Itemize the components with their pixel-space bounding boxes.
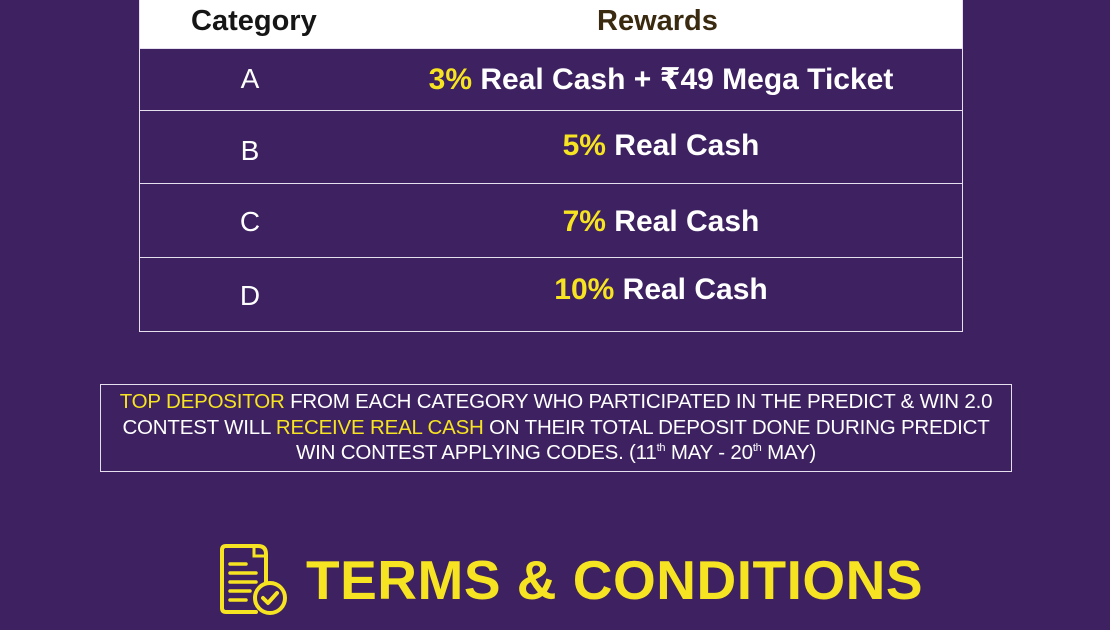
terms-heading: TERMS & CONDITIONS [216, 540, 936, 616]
row-reward: 10% Real Cash [360, 273, 962, 307]
notice-box: TOP DEPOSITOR FROM EACH CATEGORY WHO PAR… [100, 384, 1012, 472]
document-check-icon [216, 542, 290, 616]
row-category: A [240, 63, 260, 94]
table-row: B 5% Real Cash [140, 110, 962, 183]
notice-text: MAY - 20 [665, 441, 753, 464]
rewards-table: Category Rewards A 3% Real Cash + ₹49 Me… [139, 0, 963, 332]
header-category: Category [191, 5, 317, 37]
notice-superscript: th [752, 442, 762, 455]
notice-superscript: th [656, 442, 666, 455]
notice-text: FROM EACH CATEGORY WHO PARTICIPATED IN T… [122, 390, 993, 439]
table-row: A 3% Real Cash + ₹49 Mega Ticket [140, 48, 962, 110]
row-reward: 5% Real Cash [360, 129, 962, 163]
row-reward: 3% Real Cash + ₹49 Mega Ticket [360, 62, 962, 97]
reward-text: Real Cash [614, 273, 768, 306]
row-category: C [239, 206, 261, 237]
table-row: C 7% Real Cash [140, 183, 962, 257]
row-category: D [239, 280, 261, 311]
notice-text: MAY) [761, 441, 817, 464]
row-category: B [240, 135, 260, 166]
row-reward: 7% Real Cash [360, 205, 962, 239]
reward-percent: 5% [562, 129, 606, 162]
notice-highlight-top-depositor: TOP DEPOSITOR [119, 390, 285, 413]
table-header: Category Rewards [140, 0, 962, 48]
table-row: D 10% Real Cash [140, 257, 962, 331]
reward-percent: 10% [554, 273, 615, 306]
reward-text: Real Cash [605, 205, 760, 238]
reward-percent: 7% [562, 205, 606, 238]
notice-text: ON THEIR TOTAL DEPOSIT DONE DURING PREDI… [295, 415, 990, 465]
reward-percent: 3% [428, 63, 472, 96]
notice-highlight-receive-cash: RECEIVE REAL CASH [275, 415, 484, 439]
header-rewards: Rewards [597, 5, 718, 37]
reward-text: Real Cash + ₹49 Mega Ticket [472, 63, 894, 96]
terms-title: TERMS & CONDITIONS [306, 549, 924, 611]
reward-text: Real Cash [605, 129, 760, 162]
